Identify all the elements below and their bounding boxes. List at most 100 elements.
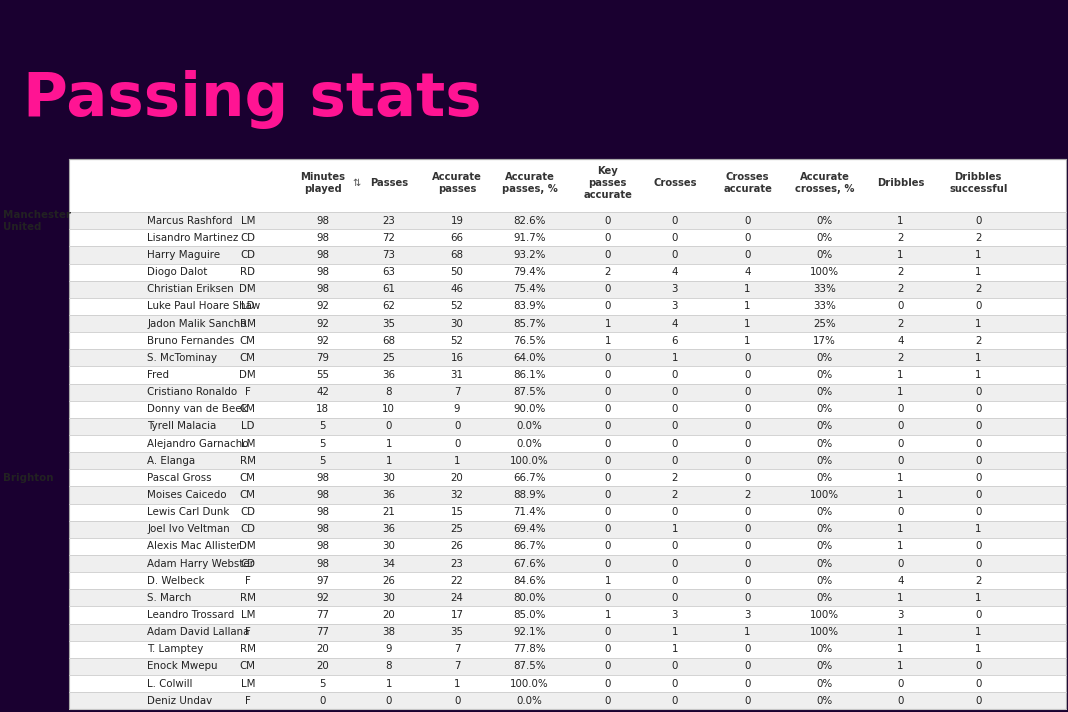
Text: 1: 1 xyxy=(897,387,904,397)
Text: 0: 0 xyxy=(604,370,611,380)
Text: 0: 0 xyxy=(897,558,904,569)
Text: T. Lamptey: T. Lamptey xyxy=(147,644,204,654)
Bar xyxy=(69,452,1066,469)
Text: 0: 0 xyxy=(975,679,981,689)
Text: 0: 0 xyxy=(604,404,611,414)
Text: 0%: 0% xyxy=(816,507,833,517)
Text: LM: LM xyxy=(240,439,255,449)
Text: CM: CM xyxy=(240,336,255,346)
Text: 97: 97 xyxy=(316,576,329,586)
Text: 4: 4 xyxy=(672,318,678,328)
Text: 0: 0 xyxy=(604,661,611,671)
Text: 0: 0 xyxy=(604,473,611,483)
Text: Luke Paul Hoare Shaw: Luke Paul Hoare Shaw xyxy=(147,301,261,311)
Text: Dribbles
successful: Dribbles successful xyxy=(949,172,1007,194)
Text: RD: RD xyxy=(240,267,255,277)
Text: 1: 1 xyxy=(744,284,751,294)
Text: 0: 0 xyxy=(672,576,678,586)
Bar xyxy=(69,384,1066,401)
Bar xyxy=(69,590,1066,607)
Text: 9: 9 xyxy=(386,644,392,654)
Text: CD: CD xyxy=(240,524,255,534)
Text: 0: 0 xyxy=(744,661,751,671)
Text: 0: 0 xyxy=(604,284,611,294)
Text: 52: 52 xyxy=(451,336,464,346)
Text: 23: 23 xyxy=(451,558,464,569)
Text: 69.4%: 69.4% xyxy=(514,524,546,534)
Text: 20: 20 xyxy=(451,473,464,483)
Text: 0: 0 xyxy=(897,301,904,311)
Text: 77: 77 xyxy=(316,610,329,620)
Text: Lisandro Martinez: Lisandro Martinez xyxy=(147,233,239,243)
Text: 1: 1 xyxy=(386,679,392,689)
Text: 0: 0 xyxy=(604,644,611,654)
Bar xyxy=(69,263,1066,281)
Text: 0: 0 xyxy=(454,422,460,431)
Text: 0: 0 xyxy=(672,507,678,517)
Text: 0: 0 xyxy=(672,541,678,551)
Text: 0: 0 xyxy=(672,404,678,414)
Text: 0.0%: 0.0% xyxy=(517,422,543,431)
Text: 0: 0 xyxy=(744,353,751,363)
Text: 0: 0 xyxy=(975,439,981,449)
Text: 0%: 0% xyxy=(816,593,833,603)
Text: 0: 0 xyxy=(744,524,751,534)
Text: S. March: S. March xyxy=(147,593,192,603)
Text: 0: 0 xyxy=(672,661,678,671)
Text: 0: 0 xyxy=(975,422,981,431)
Text: Crosses: Crosses xyxy=(654,178,696,188)
Text: 3: 3 xyxy=(897,610,904,620)
Text: 8: 8 xyxy=(386,387,392,397)
Text: 92: 92 xyxy=(316,593,329,603)
Text: 0: 0 xyxy=(975,507,981,517)
Text: 5: 5 xyxy=(319,422,326,431)
Text: RM: RM xyxy=(240,644,255,654)
Bar xyxy=(69,229,1066,246)
Bar xyxy=(69,298,1066,315)
Text: 7: 7 xyxy=(454,387,460,397)
Text: 0: 0 xyxy=(897,696,904,706)
Text: 1: 1 xyxy=(897,593,904,603)
Bar xyxy=(69,367,1066,384)
Text: 0: 0 xyxy=(975,404,981,414)
Text: 77: 77 xyxy=(316,627,329,637)
Text: Christian Eriksen: Christian Eriksen xyxy=(147,284,234,294)
Text: 2: 2 xyxy=(897,353,904,363)
Text: 0: 0 xyxy=(604,490,611,500)
Text: 98: 98 xyxy=(316,284,329,294)
Bar xyxy=(69,350,1066,367)
Text: 0: 0 xyxy=(897,456,904,466)
Text: 0%: 0% xyxy=(816,661,833,671)
Text: 0: 0 xyxy=(744,507,751,517)
Text: 1: 1 xyxy=(975,524,981,534)
Text: Alejandro Garnacho: Alejandro Garnacho xyxy=(147,439,249,449)
Text: 0: 0 xyxy=(975,610,981,620)
Text: 30: 30 xyxy=(382,541,395,551)
Text: 1: 1 xyxy=(672,627,678,637)
Text: 0: 0 xyxy=(604,233,611,243)
Text: 7: 7 xyxy=(454,661,460,671)
Text: 0: 0 xyxy=(672,439,678,449)
Text: Enock Mwepu: Enock Mwepu xyxy=(147,661,218,671)
Text: 4: 4 xyxy=(897,336,904,346)
Text: CD: CD xyxy=(240,250,255,260)
Text: 0: 0 xyxy=(897,404,904,414)
Text: CD: CD xyxy=(240,507,255,517)
Text: 1: 1 xyxy=(975,318,981,328)
Text: CM: CM xyxy=(240,404,255,414)
Text: 1: 1 xyxy=(975,267,981,277)
Text: 87.5%: 87.5% xyxy=(514,387,546,397)
Text: 84.6%: 84.6% xyxy=(514,576,546,586)
Text: 0: 0 xyxy=(744,404,751,414)
Text: 2: 2 xyxy=(975,576,981,586)
Text: 0%: 0% xyxy=(816,576,833,586)
Text: 6: 6 xyxy=(672,336,678,346)
Text: 0: 0 xyxy=(897,422,904,431)
Text: 2: 2 xyxy=(975,284,981,294)
Text: CM: CM xyxy=(240,490,255,500)
Text: 98: 98 xyxy=(316,524,329,534)
Text: 2: 2 xyxy=(975,233,981,243)
Text: 1: 1 xyxy=(744,301,751,311)
Text: LM: LM xyxy=(240,610,255,620)
Text: 2: 2 xyxy=(604,267,611,277)
